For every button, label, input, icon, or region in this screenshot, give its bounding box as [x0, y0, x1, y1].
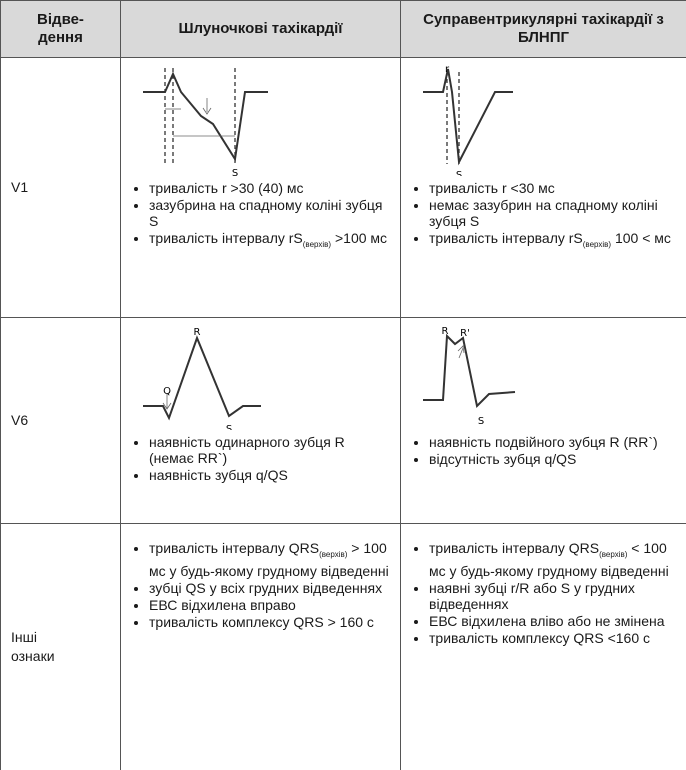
criterion-text: тривалість інтервалу rS [429, 230, 583, 246]
criterion-subscript: (верхів) [583, 240, 611, 249]
criteria-list: тривалість r >30 (40) мсзазубрина на спа… [135, 180, 392, 253]
criterion: наявність зубця q/QS [149, 467, 392, 483]
header-svt: Суправентрикулярні тахікардії з БЛНПГ [401, 1, 686, 58]
wave-label: S [226, 424, 232, 430]
criteria-cell: Sтривалість r >30 (40) мсзазубрина на сп… [121, 58, 401, 318]
criterion: тривалість інтервалу QRS(верхів) > 100 м… [149, 540, 392, 579]
ecg-trace [423, 336, 515, 406]
lead-name: Інші [11, 629, 37, 645]
table-row: V6 R Q Sнаявність одинарного зубця R (немає… [1, 318, 686, 524]
ecg-diagram: rS [423, 64, 563, 176]
comparison-table: Відве-дення Шлуночкові тахікардії Суправ… [0, 0, 686, 770]
criteria-list: тривалість інтервалу QRS(верхів) < 100 м… [415, 540, 678, 646]
criterion-text: тривалість інтервалу QRS [149, 540, 319, 556]
wave-label: R [194, 327, 201, 338]
criterion: відсутність зубця q/QS [429, 451, 678, 467]
criterion: тривалість інтервалу rS(верхів) >100 мс [149, 230, 392, 253]
ecg-trace [423, 69, 513, 162]
criteria-cell: тривалість інтервалу QRS(верхів) > 100 м… [121, 524, 401, 770]
wave-label: S [478, 416, 484, 427]
header-text: дення [38, 29, 83, 46]
criterion-text: тривалість інтервалу rS [149, 230, 303, 246]
lead-cell: V6 [1, 318, 121, 524]
criterion: наявні зубці r/R або S у грудних відведе… [429, 580, 678, 612]
criterion: тривалість інтервалу rS(верхів) 100 < мс [429, 230, 678, 253]
wave-label: S [232, 168, 238, 176]
criterion: ЕВС відхилена вліво або не змінена [429, 613, 678, 629]
criteria-list: наявність подвійного зубця R (RR`)відсут… [415, 434, 678, 467]
criteria-cell: R Q Sнаявність одинарного зубця R (немає R… [121, 318, 401, 524]
criterion: тривалість комплексу QRS > 160 с [149, 614, 392, 630]
criterion-subscript: (верхів) [303, 240, 331, 249]
criteria-list: тривалість інтервалу QRS(верхів) > 100 м… [135, 540, 392, 630]
criterion: тривалість r >30 (40) мс [149, 180, 392, 196]
ecg-trace [143, 74, 268, 159]
ecg-diagram: S [143, 64, 283, 176]
lead-name: V1 [11, 179, 28, 195]
criterion: зазубрина на спадному коліні зубця S [149, 197, 392, 229]
criterion: немає зазубрин на спадному коліні зубця … [429, 197, 678, 229]
criterion-text: тривалість інтервалу QRS [429, 540, 599, 556]
criterion: ЕВС відхилена вправо [149, 597, 392, 613]
lead-cell: V1 [1, 58, 121, 318]
criteria-cell: R R' Sнаявність подвійного зубця R (RR`)ві… [401, 318, 686, 524]
ecg-diagram: R Q S [143, 324, 283, 430]
lead-name: ознаки [11, 648, 55, 664]
page: Відве-дення Шлуночкові тахікардії Суправ… [0, 0, 686, 767]
criterion: зубці QS у всіх грудних відведеннях [149, 580, 392, 596]
wave-label: R [442, 326, 449, 337]
criterion-text: 100 < мс [611, 230, 671, 246]
wave-label: Q [163, 386, 171, 397]
wave-label: R' [460, 328, 470, 339]
ecg-diagram: R R' S [423, 324, 563, 430]
wave-label: S [456, 170, 462, 176]
criteria-list: тривалість r <30 мснемає зазубрин на спа… [415, 180, 678, 253]
criterion: наявність одинарного зубця R (немає RR`) [149, 434, 392, 466]
header-row: Відве-дення Шлуночкові тахікардії Суправ… [1, 1, 686, 58]
table-row: V1 Sтривалість r >30 (40) мсзазубрина на … [1, 58, 686, 318]
criterion-text: >100 мс [331, 230, 387, 246]
table-row: Іншіознакитривалість інтервалу QRS(верхі… [1, 524, 686, 770]
criteria-cell: rSтривалість r <30 мснемає зазубрин на с… [401, 58, 686, 318]
criteria-list: наявність одинарного зубця R (немає RR`)… [135, 434, 392, 483]
ecg-trace [143, 338, 261, 418]
criterion: тривалість r <30 мс [429, 180, 678, 196]
header-lead: Відве-дення [1, 1, 121, 58]
header-vt: Шлуночкові тахікардії [121, 1, 401, 58]
header-text: Відве- [37, 11, 84, 28]
criterion-subscript: (верхів) [319, 550, 347, 559]
criterion: тривалість інтервалу QRS(верхів) < 100 м… [429, 540, 678, 579]
criterion: наявність подвійного зубця R (RR`) [429, 434, 678, 450]
criterion: тривалість комплексу QRS <160 с [429, 630, 678, 646]
criteria-cell: тривалість інтервалу QRS(верхів) < 100 м… [401, 524, 686, 770]
lead-name: V6 [11, 412, 28, 428]
lead-cell: Інші ознаки [1, 524, 121, 770]
criterion-subscript: (верхів) [599, 550, 627, 559]
